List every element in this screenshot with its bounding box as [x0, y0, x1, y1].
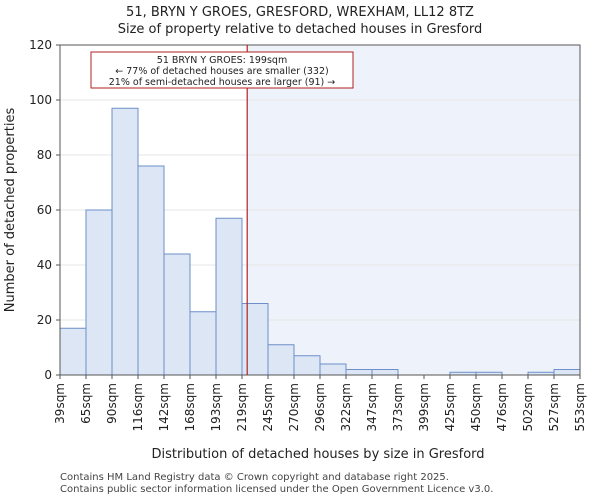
y-tick-label: 60 — [37, 203, 52, 217]
x-axis-label: Distribution of detached houses by size … — [151, 447, 484, 462]
footer-copyright: Contains HM Land Registry data © Crown c… — [60, 472, 449, 483]
x-tick-label: 502sqm — [521, 383, 535, 431]
y-tick-label: 0 — [44, 368, 52, 382]
x-tick-label: 116sqm — [131, 383, 145, 431]
x-tick-label: 527sqm — [547, 383, 561, 431]
x-tick-label: 245sqm — [261, 383, 275, 431]
bar-39sqm — [59, 327, 87, 376]
bar-245sqm — [267, 344, 295, 376]
x-tick-label: 450sqm — [469, 383, 483, 431]
y-tick-label: 20 — [37, 313, 52, 327]
x-tick-label: 142sqm — [157, 383, 171, 431]
x-tick-label: 65sqm — [79, 383, 93, 424]
y-axis-label: Number of detached properties — [3, 108, 18, 313]
bar-322sqm — [345, 369, 373, 376]
x-tick-label: 219sqm — [235, 383, 249, 431]
x-tick-label: 425sqm — [443, 383, 457, 431]
annotation-text-3: 21% of semi-detached houses are larger (… — [109, 77, 336, 88]
plot-area: 51 BRYN Y GROES: 199sqm← 77% of detached… — [29, 38, 587, 431]
x-tick-label: 553sqm — [573, 383, 587, 431]
y-tick-label: 120 — [29, 38, 52, 52]
y-tick-label: 40 — [37, 258, 52, 272]
chart-title: 51, BRYN Y GROES, GRESFORD, WREXHAM, LL1… — [126, 5, 474, 20]
x-tick-label: 296sqm — [313, 383, 327, 431]
annotation-box — [90, 51, 354, 89]
bar-347sqm — [371, 369, 399, 376]
x-tick-label: 373sqm — [391, 383, 405, 431]
x-tick-label: 476sqm — [495, 383, 509, 431]
chart-subtitle: Size of property relative to detached ho… — [118, 22, 483, 37]
annotation-text-2: ← 77% of detached houses are smaller (33… — [115, 66, 328, 77]
footer-licence: Contains public sector information licen… — [60, 484, 494, 495]
bar-296sqm — [319, 363, 347, 376]
bar-527sqm — [553, 369, 581, 376]
bar-116sqm — [137, 165, 165, 376]
x-tick-label: 90sqm — [105, 383, 119, 424]
annotation-text-1: 51 BRYN Y GROES: 199sqm — [157, 55, 287, 66]
bar-90sqm — [111, 107, 139, 376]
bar-270sqm — [293, 355, 321, 376]
bar-65sqm — [85, 209, 113, 376]
y-tick-label: 80 — [37, 148, 52, 162]
x-tick-label: 399sqm — [417, 383, 431, 431]
bar-168sqm — [189, 311, 217, 376]
y-tick-label: 100 — [29, 93, 52, 107]
bar-142sqm — [163, 253, 191, 376]
bar-193sqm — [215, 217, 243, 376]
x-tick-label: 322sqm — [339, 383, 353, 431]
x-tick-label: 39sqm — [53, 383, 67, 424]
x-tick-label: 193sqm — [209, 383, 223, 431]
x-tick-label: 168sqm — [183, 383, 197, 431]
x-tick-label: 347sqm — [365, 383, 379, 431]
bar-219sqm — [241, 303, 269, 376]
x-tick-label: 270sqm — [287, 383, 301, 431]
